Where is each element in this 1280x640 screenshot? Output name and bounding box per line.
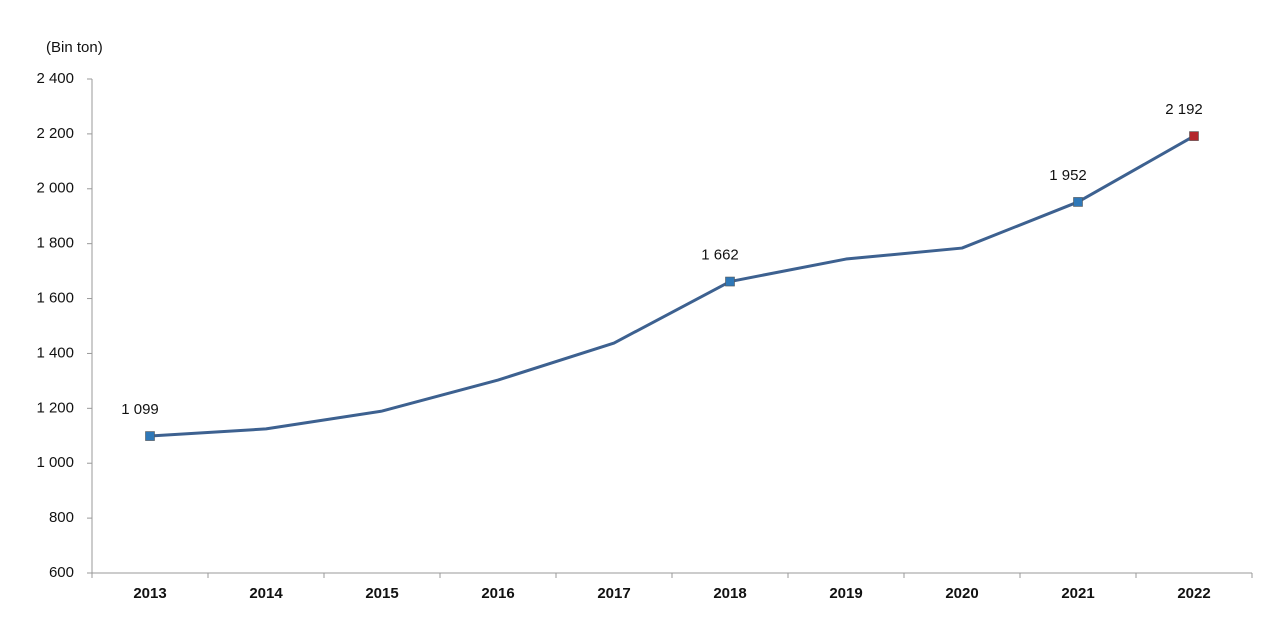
y-tick-label: 2 000 [36,180,74,197]
y-tick-label: 2 200 [36,125,74,142]
y-axis-label: (Bin ton) [46,39,103,56]
data-label: 1 662 [701,247,739,264]
x-tick-label: 2014 [249,585,283,602]
y-tick-label: 800 [49,509,74,526]
data-point [1073,197,1083,207]
y-tick-label: 1 200 [36,399,74,416]
data-label: 2 192 [1165,101,1203,118]
x-tick-label: 2016 [481,585,514,602]
x-tick-label: 2021 [1061,585,1094,602]
x-tick-label: 2018 [713,585,746,602]
x-tick-label: 2013 [133,585,166,602]
y-tick-label: 1 400 [36,344,74,361]
data-point [145,431,155,441]
y-tick-label: 1 600 [36,290,74,307]
x-tick-label: 2022 [1177,585,1210,602]
x-tick-label: 2015 [365,585,398,602]
data-label: 1 099 [121,401,159,418]
y-tick-label: 2 400 [36,70,74,87]
y-tick-label: 1 800 [36,235,74,252]
x-tick-label: 2020 [945,585,978,602]
x-tick-label: 2019 [829,585,862,602]
y-tick-label: 600 [49,564,74,581]
data-label: 1 952 [1049,167,1087,184]
y-tick-label: 1 000 [36,454,74,471]
data-point [725,276,735,287]
x-tick-label: 2017 [597,585,630,602]
line-series [149,134,1195,438]
data-point [1189,131,1199,141]
